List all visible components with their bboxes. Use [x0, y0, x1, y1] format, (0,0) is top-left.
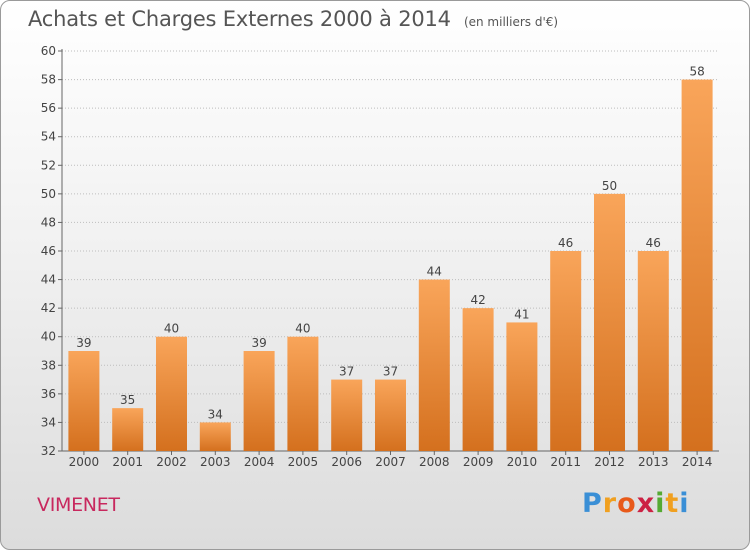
bar — [156, 336, 187, 451]
data-label: 46 — [646, 236, 661, 250]
logo-letter: i — [655, 488, 666, 519]
x-tick-label: 2008 — [419, 455, 450, 469]
x-tick-label: 2010 — [507, 455, 538, 469]
y-tick-label: 40 — [41, 330, 56, 344]
x-tick-label: 2005 — [288, 455, 319, 469]
x-tick-label: 2007 — [375, 455, 406, 469]
y-tick-label: 42 — [41, 301, 56, 315]
data-label: 35 — [120, 393, 135, 407]
bar — [637, 251, 669, 451]
y-tick-label: 46 — [41, 244, 56, 258]
chart-unit-label: (en milliers d'€) — [463, 15, 559, 29]
logo-letter: P — [582, 488, 603, 519]
data-label: 46 — [558, 236, 573, 250]
y-tick-label: 60 — [41, 44, 56, 58]
x-tick-label: 2004 — [244, 455, 275, 469]
data-label: 42 — [470, 293, 485, 307]
bar — [199, 422, 231, 451]
bar — [375, 379, 406, 451]
y-tick-label: 54 — [41, 130, 56, 144]
x-tick-label: 2012 — [594, 455, 625, 469]
logo-letter: t — [665, 488, 680, 519]
x-tick-label: 2003 — [200, 455, 231, 469]
bar — [462, 308, 494, 451]
y-tick-label: 34 — [41, 415, 56, 429]
y-tick-label: 58 — [41, 73, 56, 87]
logo-letter: i — [679, 488, 690, 519]
bar — [681, 79, 713, 452]
bar — [68, 351, 100, 451]
x-tick-label: 2011 — [550, 455, 581, 469]
x-tick-label: 2014 — [682, 455, 713, 469]
bar — [594, 193, 625, 451]
data-label: 41 — [514, 307, 529, 321]
y-tick-label: 56 — [41, 101, 56, 115]
y-tick-label: 38 — [41, 358, 56, 372]
bar — [287, 336, 319, 451]
x-tick-label: 2013 — [638, 455, 669, 469]
data-label: 37 — [383, 365, 398, 379]
x-tick-label: 2000 — [69, 455, 100, 469]
bar — [331, 379, 363, 451]
y-tick-label: 50 — [41, 187, 56, 201]
logo-letter: o — [617, 488, 637, 519]
proxiti-logo: Proxiti — [582, 488, 690, 519]
x-tick-label: 2002 — [156, 455, 187, 469]
data-label: 40 — [295, 322, 310, 336]
data-label: 44 — [427, 265, 442, 279]
x-tick-label: 2006 — [331, 455, 362, 469]
data-label: 50 — [602, 179, 617, 193]
bar — [506, 322, 538, 451]
data-label: 39 — [76, 336, 91, 350]
bar — [112, 408, 144, 451]
y-tick-label: 52 — [41, 158, 56, 172]
x-tick-label: 2001 — [112, 455, 143, 469]
bar — [550, 251, 582, 451]
y-tick-label: 36 — [41, 387, 56, 401]
bar — [418, 279, 450, 451]
commune-name: VIMENET — [37, 494, 120, 516]
logo-letter: r — [602, 488, 618, 519]
data-label: 37 — [339, 365, 354, 379]
data-label: 40 — [164, 322, 179, 336]
y-tick-label: 32 — [41, 444, 56, 458]
x-tick-label: 2009 — [463, 455, 494, 469]
data-label: 58 — [689, 65, 704, 79]
data-label: 34 — [208, 407, 223, 421]
logo-letter: x — [636, 488, 656, 519]
y-tick-label: 48 — [41, 215, 56, 229]
title-bar: Achats et Charges Externes 2000 à 2014 (… — [28, 7, 558, 31]
bar — [243, 351, 275, 451]
y-tick-label: 44 — [41, 273, 56, 287]
data-label: 39 — [251, 336, 266, 350]
chart-title: Achats et Charges Externes 2000 à 2014 — [28, 7, 451, 31]
